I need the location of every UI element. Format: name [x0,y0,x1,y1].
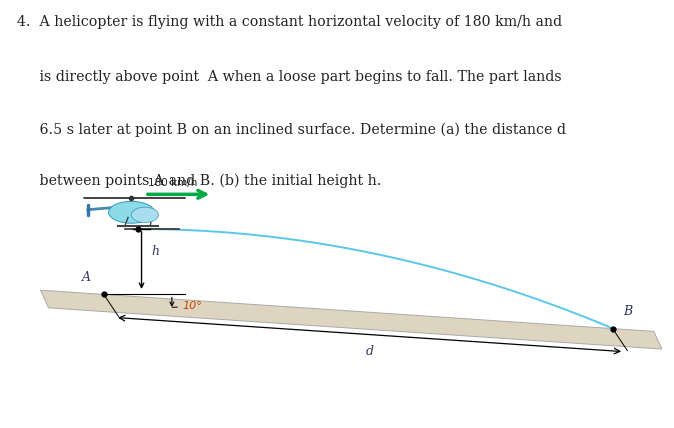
Ellipse shape [131,207,158,223]
Text: d: d [365,345,373,358]
Text: is directly above point   A when a loose part begins to fall. The part lands: is directly above point A when a loose p… [17,70,561,84]
Text: 10°: 10° [182,301,202,311]
Ellipse shape [109,202,154,223]
Text: 4.  A helicopter is flying with a constant horizontal velocity of 180 km/h and: 4. A helicopter is flying with a constan… [17,15,562,29]
Text: A: A [82,271,91,284]
Text: h: h [152,245,160,258]
Text: 180 km/h: 180 km/h [148,178,197,188]
Polygon shape [40,290,662,349]
Text: B: B [623,306,633,318]
Text: 6.5 s later at point B on an inclined surface. Determine (a) the distance d: 6.5 s later at point B on an inclined su… [17,122,566,137]
Text: between points A and B. (b) the initial height h.: between points A and B. (b) the initial … [17,173,381,187]
